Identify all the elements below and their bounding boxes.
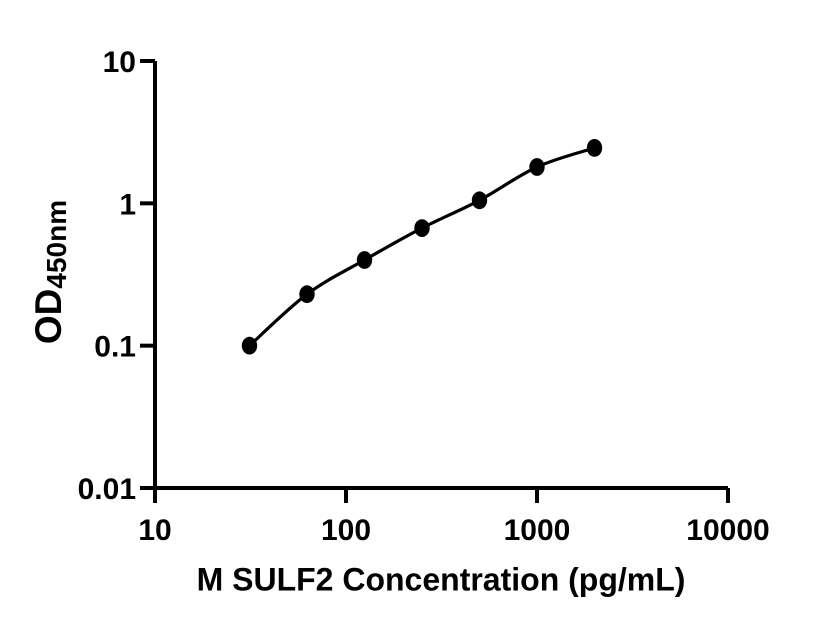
data-point (471, 191, 488, 210)
data-point (299, 285, 315, 304)
data-point (356, 251, 373, 269)
y-tick-label: 1 (119, 188, 136, 221)
x-tick-label: 1000 (504, 514, 571, 547)
x-tick-label: 10000 (686, 514, 769, 547)
y-tick-label: 10 (103, 46, 136, 79)
data-point (529, 158, 545, 176)
fit-curve (247, 146, 597, 348)
y-axis-title: OD450nm (28, 199, 73, 345)
y-axis-title-subscript: 450nm (41, 199, 73, 289)
y-axis-title-main: OD (28, 288, 69, 345)
y-tick-label: 0.1 (94, 331, 136, 364)
axis-frame (153, 61, 728, 490)
data-point (414, 219, 430, 238)
data-point (586, 139, 603, 157)
x-axis-title: M SULF2 Concentration (pg/mL) (196, 561, 686, 598)
y-tick-label: 0.01 (78, 473, 136, 506)
data-point (241, 336, 258, 355)
x-tick-label: 10 (138, 514, 171, 547)
x-tick-label: 100 (321, 514, 371, 547)
